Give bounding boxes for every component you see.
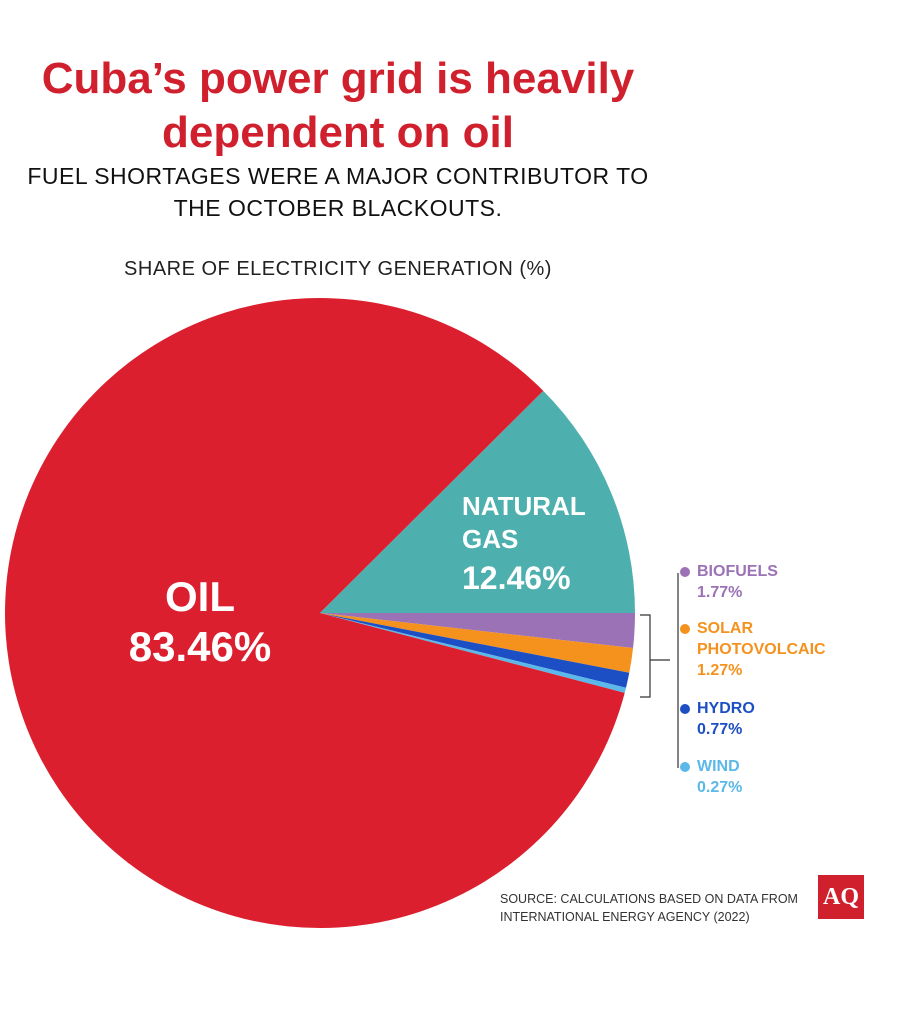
legend-item: BIOFUELS 1.77% [697,561,847,603]
legend-bracket [640,573,679,768]
legend-item: WIND 0.27% [697,756,847,798]
legend-label: SOLAR PHOTOVOLCAIC [697,620,826,658]
chart-label: SHARE OF ELECTRICITY GENERATION (%) [124,258,552,280]
legend-value: 1.27% [697,662,743,679]
legend-label: WIND [697,758,740,775]
slice-label: OIL [165,573,235,620]
logo: AQ [818,875,864,919]
bracket [640,614,670,698]
chart-title: Cuba’s power grid is heavily dependent o… [41,54,635,157]
legend-dot [680,624,690,634]
legend-label: BIOFUELS [697,563,778,580]
chart-subtitle: FUEL SHORTAGES WERE A MAJOR CONTRIBUTOR … [27,163,649,221]
slice-value: 83.46% [128,623,272,670]
legend-value: 1.77% [697,584,743,601]
slice-label: NATURAL GAS [462,491,586,554]
slice-value: 12.46% [462,560,571,596]
legend-value: 0.27% [697,779,743,796]
legend-dot [680,762,690,772]
pie-slice [320,390,635,613]
legend-dot [680,704,690,714]
legend-item: SOLAR PHOTOVOLCAIC 1.27% [697,618,847,681]
pie-slice [320,613,627,693]
pie-slice [5,298,625,928]
legend-dot [680,567,690,577]
legend-value: 0.77% [697,721,743,738]
pie-slice [320,613,630,688]
source-note: SOURCE: CALCULATIONS BASED ON DATA FROM … [500,892,798,924]
legend-item: HYDRO 0.77% [697,698,847,740]
pie-slice [320,613,635,648]
pie-slice [320,613,634,673]
legend-label: HYDRO [697,700,755,717]
